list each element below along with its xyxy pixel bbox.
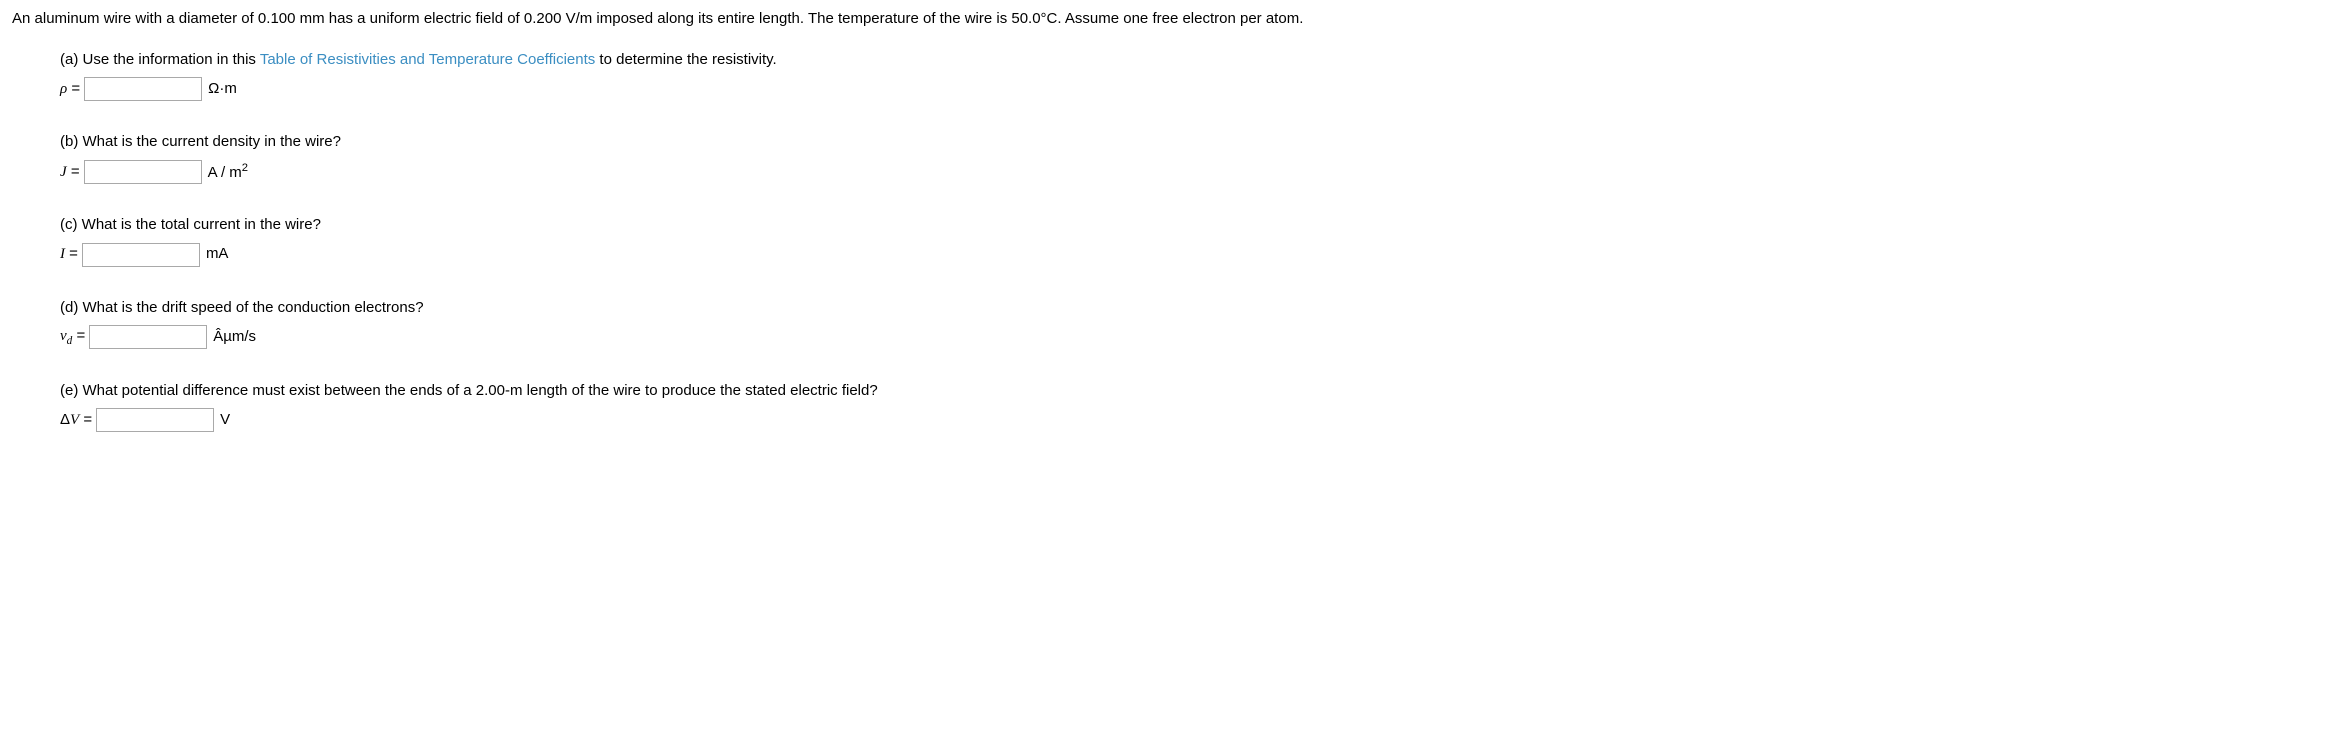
eq-sign: =	[65, 245, 78, 262]
part-d-variable: vd =	[60, 325, 85, 350]
part-d-question: (d) What is the drift speed of the condu…	[60, 297, 2320, 320]
part-b: (b) What is the current density in the w…	[60, 131, 2320, 184]
part-c-answer-line: I = mA	[60, 243, 2320, 267]
rho-input[interactable]	[84, 77, 202, 101]
part-e-variable: ΔV =	[60, 409, 92, 432]
part-a-question: (a) Use the information in this Table of…	[60, 49, 2320, 72]
v-symbol: V	[70, 412, 79, 428]
part-b-question: (b) What is the current density in the w…	[60, 131, 2320, 154]
part-b-answer-line: J = A / m2	[60, 160, 2320, 185]
eq-sign: =	[79, 411, 92, 428]
part-d-answer-line: vd = Âµm/s	[60, 325, 2320, 350]
part-c-question: (c) What is the total current in the wir…	[60, 214, 2320, 237]
part-b-variable: J =	[60, 161, 80, 184]
current-density-input[interactable]	[84, 160, 202, 184]
part-a-variable: ρ =	[60, 78, 80, 101]
part-a-suffix: to determine the resistivity.	[595, 51, 776, 68]
part-a-prefix: (a) Use the information in this	[60, 51, 260, 68]
i-unit: mA	[206, 243, 229, 266]
delta-symbol: Δ	[60, 411, 70, 428]
part-a-answer-line: ρ = Ω·m	[60, 77, 2320, 101]
resistivity-table-link[interactable]: Table of Resistivities and Temperature C…	[260, 51, 595, 68]
rho-unit: Ω·m	[208, 78, 237, 101]
parts-container: (a) Use the information in this Table of…	[12, 49, 2320, 433]
part-c: (c) What is the total current in the wir…	[60, 214, 2320, 267]
eq-sign: =	[72, 327, 85, 344]
part-c-variable: I =	[60, 243, 78, 266]
vd-symbol: v	[60, 328, 67, 344]
j-symbol: J	[60, 164, 67, 180]
eq-sign: =	[67, 163, 80, 180]
part-e-answer-line: ΔV = V	[60, 408, 2320, 432]
part-e-question: (e) What potential difference must exist…	[60, 380, 2320, 403]
vd-unit: Âµm/s	[213, 326, 256, 349]
j-unit-pre: A / m	[208, 164, 242, 181]
potential-difference-input[interactable]	[96, 408, 214, 432]
j-unit: A / m2	[208, 160, 248, 185]
eq-sign: =	[67, 80, 80, 97]
part-d: (d) What is the drift speed of the condu…	[60, 297, 2320, 350]
problem-intro: An aluminum wire with a diameter of 0.10…	[12, 8, 2320, 31]
drift-speed-input[interactable]	[89, 325, 207, 349]
current-input[interactable]	[82, 243, 200, 267]
part-e: (e) What potential difference must exist…	[60, 380, 2320, 433]
j-unit-sup: 2	[242, 162, 248, 174]
dv-unit: V	[220, 409, 230, 432]
part-a: (a) Use the information in this Table of…	[60, 49, 2320, 102]
